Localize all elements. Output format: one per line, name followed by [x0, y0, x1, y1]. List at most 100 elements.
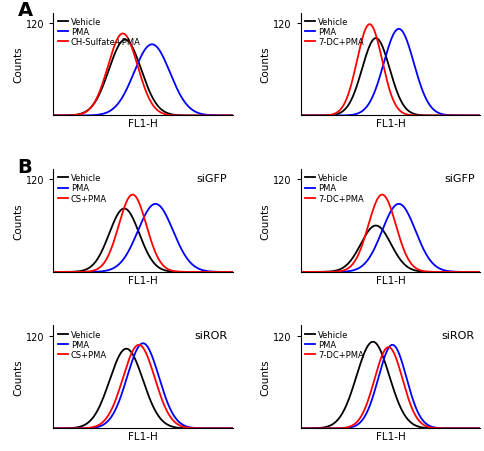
- Vehicle: [378, 44, 384, 50]
- Vehicle: [378, 227, 384, 233]
- PMA: [329, 270, 335, 275]
- Vehicle: [476, 270, 482, 275]
- PMA: [343, 113, 349, 119]
- Vehicle: [297, 270, 303, 275]
- PMA: [156, 376, 162, 381]
- Legend: Vehicle, PMA, 7-DC+PMA: Vehicle, PMA, 7-DC+PMA: [302, 16, 365, 49]
- PMA: [82, 114, 88, 119]
- PMA: [378, 229, 384, 235]
- Vehicle: [156, 106, 162, 111]
- X-axis label: FL1-H: FL1-H: [128, 431, 158, 441]
- X-axis label: FL1-H: FL1-H: [128, 275, 158, 285]
- Vehicle: [343, 105, 349, 110]
- CS+PMA: [156, 258, 162, 263]
- CH-Sulfate+PMA: [229, 114, 235, 119]
- Vehicle: [403, 107, 409, 113]
- Y-axis label: Counts: Counts: [260, 359, 270, 396]
- Legend: Vehicle, PMA, CH-Sulfate+PMA: Vehicle, PMA, CH-Sulfate+PMA: [56, 16, 142, 49]
- 7-DC+PMA: [329, 112, 335, 118]
- Vehicle: [343, 262, 349, 268]
- Vehicle: [417, 269, 423, 275]
- Vehicle: [403, 415, 409, 421]
- PMA: [96, 113, 102, 118]
- Text: siROR: siROR: [441, 330, 474, 340]
- Vehicle: [372, 223, 378, 229]
- PMA: [476, 270, 482, 275]
- PMA: [229, 114, 235, 119]
- PMA: [229, 270, 235, 275]
- Vehicle: [96, 92, 102, 97]
- 7-DC+PMA: [403, 254, 409, 259]
- Line: PMA: PMA: [300, 204, 479, 272]
- PMA: [185, 258, 191, 264]
- Text: A: A: [17, 1, 32, 20]
- Vehicle: [170, 424, 176, 430]
- Vehicle: [82, 267, 88, 273]
- Vehicle: [229, 426, 235, 431]
- 7-DC+PMA: [378, 59, 384, 64]
- Vehicle: [185, 270, 191, 275]
- PMA: [82, 426, 88, 431]
- Vehicle: [476, 114, 482, 119]
- CS+PMA: [50, 426, 56, 431]
- CH-Sulfate+PMA: [185, 114, 191, 119]
- 7-DC+PMA: [417, 420, 423, 425]
- PMA: [185, 105, 191, 110]
- PMA: [170, 229, 176, 235]
- Vehicle: [369, 339, 375, 345]
- Vehicle: [170, 113, 176, 118]
- CH-Sulfate+PMA: [170, 113, 176, 119]
- CH-Sulfate+PMA: [120, 32, 125, 37]
- Vehicle: [432, 114, 438, 119]
- Vehicle: [329, 113, 335, 119]
- PMA: [417, 84, 423, 89]
- 7-DC+PMA: [378, 193, 384, 198]
- 7-DC+PMA: [476, 114, 482, 119]
- Vehicle: [432, 270, 438, 275]
- PMA: [140, 341, 146, 346]
- CS+PMA: [50, 270, 56, 275]
- PMA: [82, 270, 88, 275]
- Vehicle: [417, 113, 423, 119]
- PMA: [185, 424, 191, 430]
- 7-DC+PMA: [329, 426, 335, 431]
- PMA: [476, 426, 482, 431]
- PMA: [156, 203, 162, 209]
- Line: PMA: PMA: [300, 30, 479, 116]
- PMA: [432, 264, 438, 270]
- 7-DC+PMA: [432, 114, 438, 119]
- 7-DC+PMA: [403, 391, 409, 396]
- Vehicle: [156, 414, 162, 420]
- Vehicle: [329, 422, 335, 427]
- CH-Sulfate+PMA: [82, 110, 88, 116]
- PMA: [96, 269, 102, 275]
- PMA: [50, 114, 56, 119]
- 7-DC+PMA: [343, 425, 349, 430]
- Line: CH-Sulfate+PMA: CH-Sulfate+PMA: [53, 34, 232, 116]
- PMA: [152, 202, 158, 207]
- PMA: [417, 241, 423, 247]
- CS+PMA: [82, 269, 88, 275]
- Y-axis label: Counts: Counts: [13, 46, 23, 83]
- PMA: [131, 352, 137, 358]
- 7-DC+PMA: [403, 112, 409, 118]
- PMA: [329, 426, 335, 431]
- Vehicle: [343, 401, 349, 407]
- PMA: [96, 424, 102, 429]
- X-axis label: FL1-H: FL1-H: [375, 275, 405, 285]
- Line: 7-DC+PMA: 7-DC+PMA: [300, 195, 479, 272]
- Vehicle: [297, 114, 303, 119]
- Vehicle: [132, 220, 137, 226]
- Vehicle: [50, 426, 56, 431]
- X-axis label: FL1-H: FL1-H: [375, 431, 405, 441]
- PMA: [170, 79, 176, 84]
- Legend: Vehicle, PMA, CS+PMA: Vehicle, PMA, CS+PMA: [56, 328, 108, 361]
- PMA: [378, 363, 384, 368]
- Vehicle: [132, 356, 137, 361]
- X-axis label: FL1-H: FL1-H: [375, 119, 405, 129]
- 7-DC+PMA: [329, 270, 335, 275]
- CS+PMA: [82, 425, 88, 431]
- Vehicle: [329, 269, 335, 274]
- Line: Vehicle: Vehicle: [300, 226, 479, 272]
- Line: Vehicle: Vehicle: [53, 41, 232, 116]
